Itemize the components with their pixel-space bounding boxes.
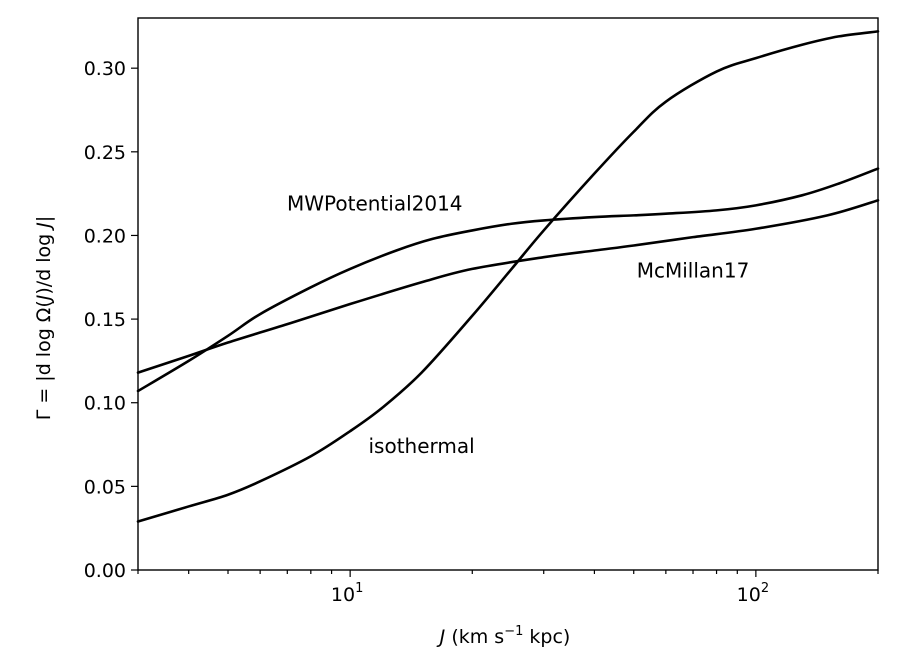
y-tick-label: 0.20 xyxy=(84,225,126,247)
series-line-isothermal xyxy=(136,30,880,523)
series-line-mwpotential2014 xyxy=(136,167,880,393)
series-annotations: MWPotential2014 McMillan17 isothermal xyxy=(287,191,749,458)
plot-frame xyxy=(137,17,879,571)
annotation-mcmillan17: McMillan17 xyxy=(637,258,750,282)
y-tick-label: 0.30 xyxy=(84,58,126,80)
y-tick-label: 0.25 xyxy=(84,142,126,164)
x-tick-label: 102 xyxy=(737,581,769,606)
annotation-isothermal: isothermal xyxy=(368,434,474,458)
series-line-mcmillan17 xyxy=(136,199,880,374)
annotation-mwpotential2014: MWPotential2014 xyxy=(287,191,463,215)
y-axis-label: Γ = |d log Ω(J)/d log J| xyxy=(33,216,55,421)
y-axis-ticks: 0.00 0.05 0.10 0.15 0.20 0.25 0.30 xyxy=(84,58,138,582)
x-axis-label: J (km s−1 kpc) xyxy=(436,624,571,648)
plot-lines xyxy=(136,30,880,523)
x-axis-ticks: 101 102 xyxy=(137,570,879,606)
x-tick-label: 101 xyxy=(331,581,363,606)
y-tick-label: 0.15 xyxy=(84,309,126,331)
y-tick-label: 0.10 xyxy=(84,393,126,415)
y-tick-label: 0.00 xyxy=(84,560,126,582)
y-tick-label: 0.05 xyxy=(84,476,126,498)
